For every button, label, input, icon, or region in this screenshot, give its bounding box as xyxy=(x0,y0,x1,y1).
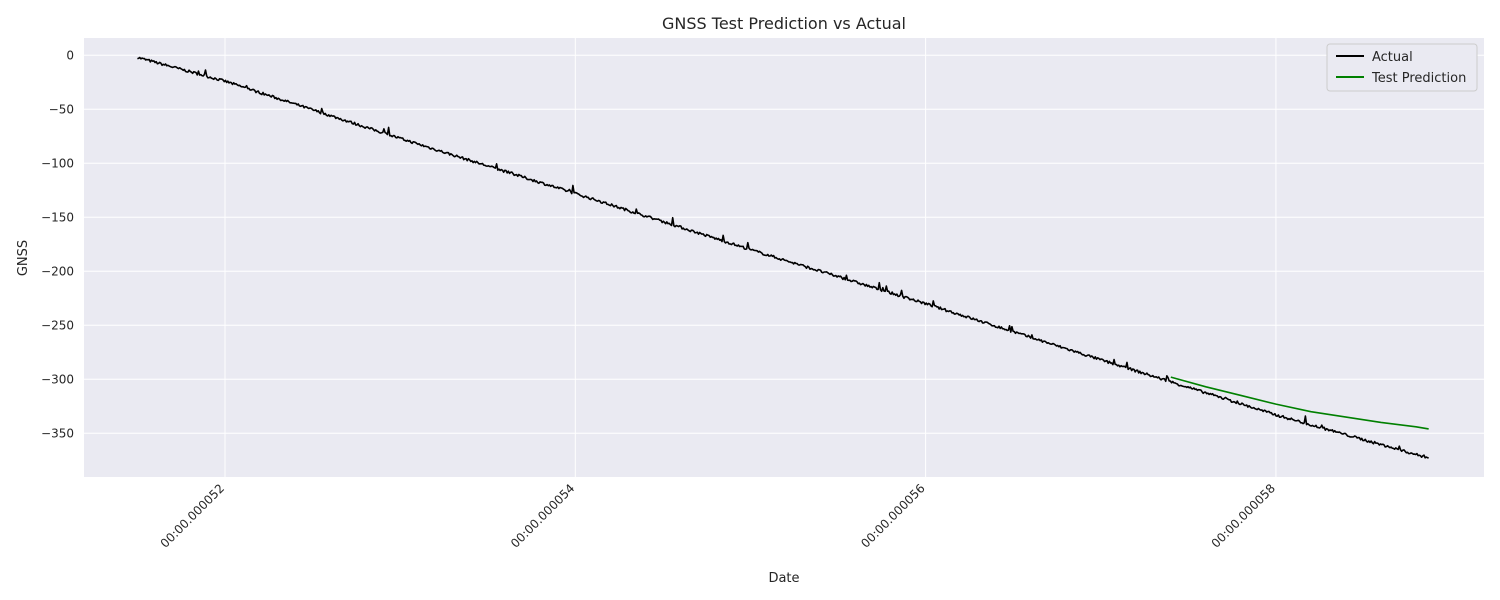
chart-title: GNSS Test Prediction vs Actual xyxy=(662,14,906,33)
y-tick-label: −150 xyxy=(41,210,74,224)
y-tick-label: −300 xyxy=(41,372,74,386)
y-tick-label: −200 xyxy=(41,264,74,278)
x-tick-label: 00:00.000058 xyxy=(1209,481,1278,550)
y-tick-label: −100 xyxy=(41,156,74,170)
legend-box xyxy=(1326,43,1478,92)
legend-label-actual: Actual xyxy=(1372,50,1413,65)
y-tick-label: −350 xyxy=(41,426,74,440)
legend: Actual Test Prediction xyxy=(1326,43,1478,92)
y-tick-label: −250 xyxy=(41,318,74,332)
series-layer xyxy=(137,56,1429,459)
y-tick-label: −50 xyxy=(49,102,74,116)
series-line-test-prediction xyxy=(1170,376,1429,430)
y-tick-label: 0 xyxy=(66,48,74,62)
y-axis-label: GNSS xyxy=(16,240,31,276)
series-line-actual xyxy=(137,56,1429,459)
grid xyxy=(84,38,1484,477)
x-axis-label: Date xyxy=(768,571,799,586)
x-tick-label: 00:00.000052 xyxy=(158,481,227,550)
x-tick-label: 00:00.000056 xyxy=(858,481,927,550)
legend-label-test-prediction: Test Prediction xyxy=(1371,71,1466,86)
x-tick-label: 00:00.000054 xyxy=(508,481,577,550)
